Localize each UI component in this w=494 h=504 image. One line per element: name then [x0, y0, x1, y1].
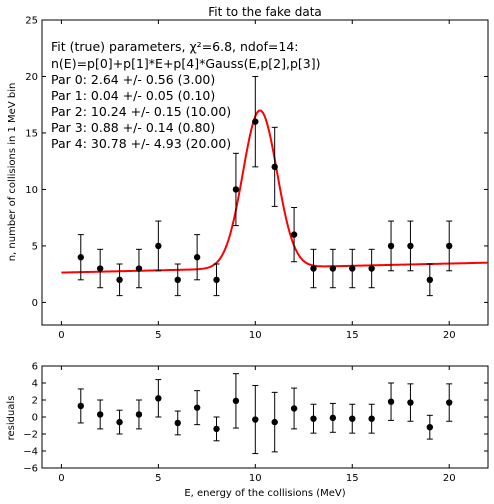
- y-tick-label: 6: [32, 362, 38, 373]
- y-tick-label: −4: [23, 447, 38, 458]
- data-point: [349, 265, 356, 272]
- x-tick-label: 10: [249, 330, 262, 341]
- x-tick-label: 5: [155, 473, 161, 484]
- data-point: [77, 402, 84, 410]
- fit-panel: Fit to the fake data n, number of collis…: [7, 5, 489, 341]
- data-point: [135, 265, 143, 272]
- fit-plot-frame: [41, 19, 489, 326]
- x-tick-label: 5: [155, 330, 161, 341]
- y-tick-label: −6: [23, 464, 38, 475]
- y-tick-label: 2: [32, 396, 38, 407]
- y-axis-label: n, number of collisions in 1 MeV bin: [7, 83, 18, 262]
- y-tick-label: 4: [32, 379, 38, 390]
- data-point: [96, 265, 104, 272]
- x-tick-label: 20: [443, 330, 456, 341]
- data-point: [77, 254, 84, 261]
- data-point: [349, 415, 356, 422]
- x-tick-label: 20: [443, 473, 456, 484]
- data-point: [193, 404, 201, 411]
- residuals-plot-frame: [41, 365, 489, 469]
- data-point: [174, 276, 181, 284]
- data-point: [387, 242, 395, 250]
- residuals-plot-marks: 0 5 10 15 20 −6 −4 −2 0 2 4 6: [23, 362, 488, 484]
- y-tick-label: 15: [25, 128, 38, 139]
- data-point: [446, 242, 453, 250]
- x-tick-label: 15: [346, 473, 359, 484]
- data-point: [213, 425, 220, 433]
- y-tick-label: 10: [25, 185, 38, 196]
- annotation-line: Par 1: 0.04 +/- 0.05 (0.10): [51, 88, 215, 103]
- x-tick-label: 10: [249, 473, 262, 484]
- x-tick-label: 15: [346, 330, 359, 341]
- x-tick-label: 0: [58, 473, 64, 484]
- data-point: [193, 254, 201, 261]
- annotation-line: Par 0: 2.64 +/- 0.56 (3.00): [51, 72, 215, 87]
- data-point: [446, 399, 453, 406]
- data-point: [407, 399, 414, 406]
- annotation-line: Fit (true) parameters, χ²=6.8, ndof=14:: [51, 39, 299, 54]
- fit-parameters-annotation: Fit (true) parameters, χ²=6.8, ndof=14: …: [51, 39, 321, 151]
- data-point: [135, 411, 143, 418]
- data-point: [290, 231, 298, 238]
- data-point: [407, 242, 414, 250]
- annotation-line: Par 4: 30.78 +/- 4.93 (20.00): [51, 136, 231, 151]
- data-point: [232, 186, 240, 193]
- data-point: [368, 265, 375, 272]
- data-point: [174, 419, 181, 427]
- residuals-panel: residuals E, energy of the collisions (M…: [6, 362, 489, 499]
- data-point: [213, 276, 220, 284]
- annotation-line: Par 2: 10.24 +/- 0.15 (10.00): [51, 104, 231, 119]
- data-point: [271, 163, 278, 171]
- data-point: [252, 416, 259, 423]
- data-point: [310, 265, 317, 272]
- data-point: [329, 265, 337, 272]
- data-point: [116, 276, 123, 284]
- y-tick-label: 25: [25, 16, 38, 27]
- data-point: [271, 418, 278, 426]
- data-point: [155, 242, 162, 250]
- data-point: [116, 418, 123, 426]
- x-tick-label: 0: [58, 330, 64, 341]
- data-point: [155, 395, 162, 402]
- y-tick-label: 20: [25, 72, 38, 83]
- data-point: [426, 276, 434, 284]
- annotation-line: Par 3: 0.88 +/- 0.14 (0.80): [51, 120, 215, 135]
- residuals-y-axis-label: residuals: [6, 396, 17, 441]
- fit-plot-marks: 0 5 10 15 20 0 5 10 15 20 25: [25, 16, 489, 341]
- data-point: [232, 397, 240, 405]
- data-point: [426, 424, 434, 431]
- data-point: [290, 405, 298, 412]
- annotation-line: n(E)=p[0]+p[1]*E+p[4]*Gauss(E,p[2],p[3]): [51, 56, 321, 71]
- y-tick-label: 0: [32, 413, 38, 424]
- data-point: [329, 414, 337, 422]
- x-axis-label: E, energy of the collisions (MeV): [184, 488, 345, 499]
- y-tick-label: 0: [32, 298, 38, 309]
- y-tick-label: −2: [23, 430, 38, 441]
- data-point: [252, 118, 259, 125]
- chart-title: Fit to the fake data: [208, 5, 322, 19]
- data-point: [387, 398, 395, 405]
- data-point: [96, 411, 104, 418]
- data-point: [310, 415, 317, 422]
- data-point: [368, 415, 375, 422]
- y-tick-label: 5: [32, 241, 38, 252]
